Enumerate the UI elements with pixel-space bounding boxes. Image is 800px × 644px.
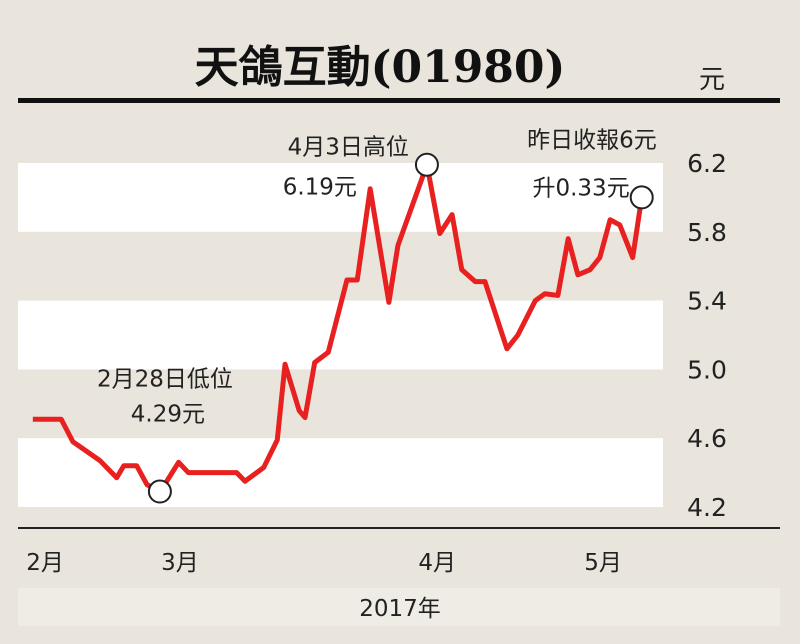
- grid-band: [18, 163, 663, 232]
- annotation-value: 升0.33元: [532, 175, 629, 201]
- year-label: 2017年: [359, 596, 441, 622]
- marker-point: [629, 185, 654, 210]
- year-band: [18, 588, 780, 626]
- annotation-title: 4月3日高位: [288, 135, 409, 161]
- annotation-value: 6.19元: [283, 175, 357, 201]
- annotation-title: 2月28日低位: [97, 367, 233, 393]
- y-tick-label: 4.2: [687, 493, 727, 522]
- grid-band: [18, 438, 663, 507]
- x-axis: 2月 3月 4月 5月: [26, 550, 622, 576]
- x-tick-label: 4月: [418, 550, 456, 576]
- marker-point: [414, 152, 439, 177]
- chart-title: 天鴿互動(01980): [195, 42, 566, 93]
- x-tick-label: 2月: [26, 550, 64, 576]
- y-axis-unit: 元: [699, 65, 725, 95]
- y-tick-label: 5.8: [687, 218, 727, 247]
- y-axis: 6.2 5.8 5.4 5.0 4.6 4.2: [687, 149, 727, 522]
- x-tick-label: 5月: [584, 550, 622, 576]
- y-tick-label: 5.0: [687, 355, 727, 384]
- marker-point: [147, 479, 172, 504]
- y-tick-label: 6.2: [687, 149, 727, 178]
- x-tick-label: 3月: [161, 550, 199, 576]
- annotation-title: 昨日收報6元: [527, 127, 657, 153]
- annotation-value: 4.29元: [131, 402, 205, 428]
- y-tick-label: 4.6: [687, 424, 727, 453]
- title-rule: [18, 98, 780, 103]
- y-tick-label: 5.4: [687, 287, 727, 316]
- background-bands: [18, 163, 663, 507]
